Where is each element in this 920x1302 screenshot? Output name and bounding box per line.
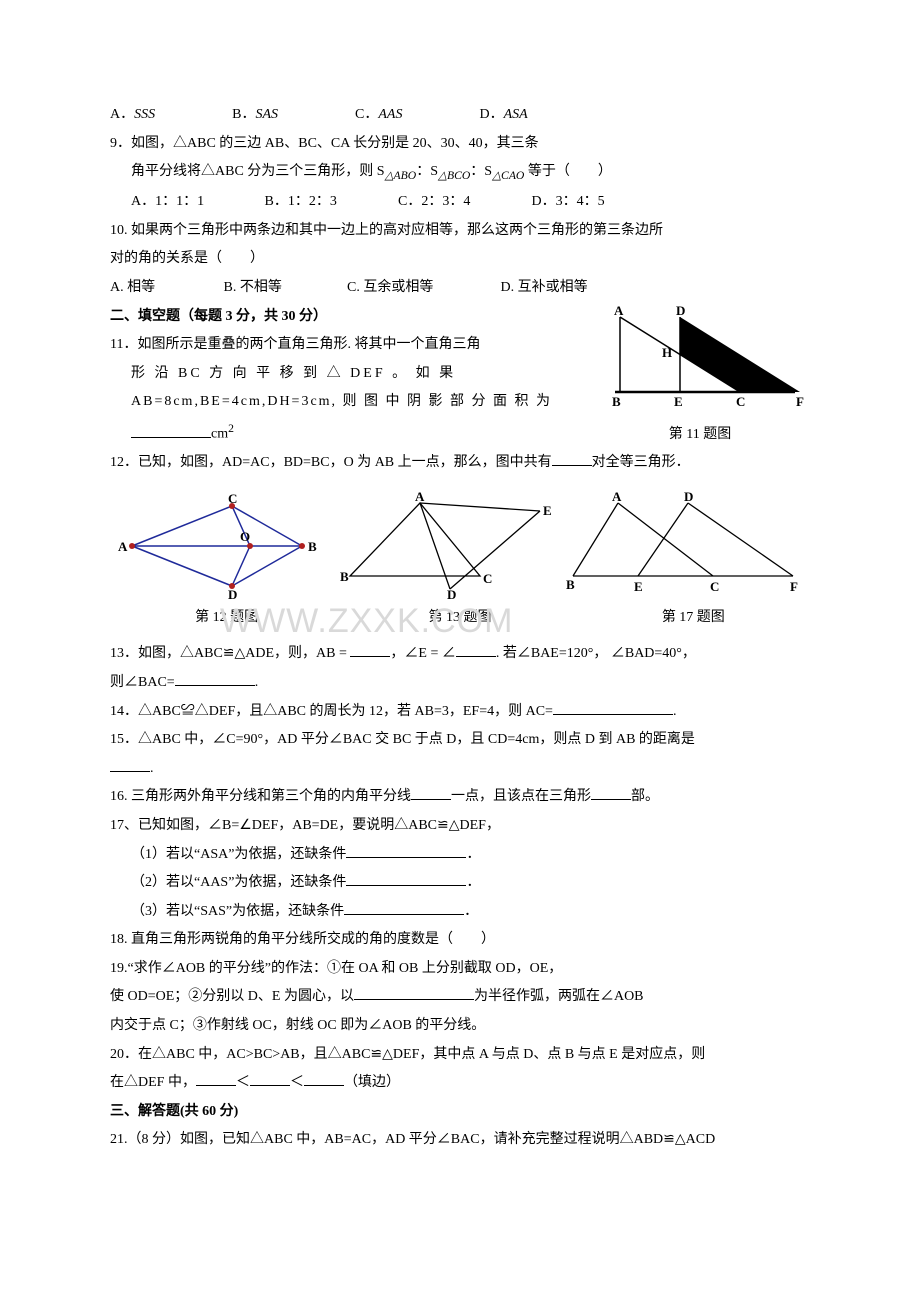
- q14: 14．△ABC≌△DEF，且△ABC 的周长为 12，若 AB=3，EF=4，则…: [110, 699, 810, 726]
- section3-heading: 三、解答题(共 60 分): [110, 1099, 810, 1126]
- svg-text:B: B: [612, 394, 621, 409]
- q17-figure: A D B E C F: [558, 491, 808, 601]
- svg-text:O: O: [240, 529, 250, 544]
- q9-opt-b: B．1：2：3: [265, 189, 395, 216]
- q9-opt-a: A．1：1：1: [131, 189, 261, 216]
- svg-text:D: D: [447, 587, 456, 601]
- q19-l3: 内交于点 C；③作射线 OC，射线 OC 即为∠AOB 的平分线。: [110, 1013, 810, 1040]
- svg-text:A: A: [612, 491, 622, 504]
- figures-caption-row: 第 12 题图 第 13 题图 第 17 题图: [110, 605, 810, 632]
- svg-text:E: E: [634, 579, 643, 594]
- svg-text:D: D: [676, 303, 685, 318]
- q10-opt-d: D. 互补或相等: [501, 275, 641, 302]
- q18: 18. 直角三角形两锐角的角平分线所交成的角的度数是（ ）: [110, 927, 810, 954]
- q13-l2: 则∠BAC=.: [110, 670, 810, 697]
- svg-text:A: A: [118, 539, 128, 554]
- figures-row: A B C D O A B C D E A D B E C: [110, 491, 810, 601]
- svg-text:F: F: [790, 579, 798, 594]
- q15: 15．△ABC 中，∠C=90°，AD 平分∠BAC 交 BC 于点 D，且 C…: [110, 727, 810, 754]
- q10-options: A. 相等 B. 不相等 C. 互余或相等 D. 互补或相等: [110, 275, 810, 302]
- svg-text:H: H: [662, 345, 672, 360]
- figures-row-wrap: A B C D O A B C D E A D B E C: [110, 491, 810, 632]
- q13-caption: 第 13 题图: [345, 605, 575, 632]
- q11-figure: A D H B E C F: [590, 302, 810, 412]
- svg-text:C: C: [228, 491, 237, 506]
- q9-opt-c: C．2：3：4: [398, 189, 528, 216]
- q11-caption: 第 11 题图: [590, 422, 810, 449]
- q11-block: A D H B E C F 第 11 题图 二、填空题（每题 3 分，共 30 …: [110, 304, 810, 449]
- q9-line1: 9．如图，△ABC 的三边 AB、BC、CA 长分别是 20、30、40，其三条: [110, 131, 810, 158]
- q19-l2: 使 OD=OE；②分别以 D、E 为圆心，以为半径作弧，两弧在∠AOB: [110, 984, 810, 1011]
- svg-text:C: C: [483, 571, 492, 586]
- q13-figure: A B C D E: [325, 491, 555, 601]
- q20-l1: 20．在△ABC 中，AC>BC>AB，且△ABC≌△DEF，其中点 A 与点 …: [110, 1042, 810, 1069]
- svg-text:B: B: [308, 539, 317, 554]
- q19-l1: 19.“求作∠AOB 的平分线”的作法：①在 OA 和 OB 上分别截取 OD，…: [110, 956, 810, 983]
- svg-text:E: E: [674, 394, 683, 409]
- svg-text:A: A: [614, 303, 624, 318]
- q17-caption: 第 17 题图: [578, 605, 808, 632]
- q10-opt-b: B. 不相等: [224, 275, 344, 302]
- q8-opt-c: C．AAS: [355, 102, 402, 129]
- q12-caption: 第 12 题图: [112, 605, 342, 632]
- q10-line2: 对的角的关系是（ ）: [110, 246, 810, 273]
- q15b: .: [110, 756, 810, 783]
- q9-options: A．1：1：1 B．1：2：3 C．2：3：4 D．3：4：5: [110, 189, 810, 216]
- q8-options: A．SSS B．SAS C．AAS D．ASA: [110, 102, 810, 129]
- q20-l2: 在△DEF 中，＜＜（填边）: [110, 1070, 810, 1097]
- svg-text:E: E: [543, 503, 552, 518]
- q8-opt-a: A．SSS: [110, 102, 155, 129]
- q17-s1: （1）若以“ASA”为依据，还缺条件．: [110, 842, 810, 869]
- q9-opt-d: D．3：4：5: [532, 189, 652, 216]
- svg-text:B: B: [340, 569, 349, 584]
- q17-s2: （2）若以“AAS”为依据，还缺条件．: [110, 870, 810, 897]
- q10-line1: 10. 如果两个三角形中两条边和其中一边上的高对应相等，那么这两个三角形的第三条…: [110, 218, 810, 245]
- q9-line2: 角平分线将△ABC 分为三个三角形，则 S△ABO：S△BCO：S△CAO 等于…: [110, 159, 810, 187]
- q10-opt-c: C. 互余或相等: [347, 275, 497, 302]
- svg-text:C: C: [710, 579, 719, 594]
- q8-opt-b: B．SAS: [232, 102, 278, 129]
- q17-l1: 17、已知如图，∠B=∠DEF，AB=DE，要说明△ABC≌△DEF，: [110, 813, 810, 840]
- q8-opt-d: D．ASA: [479, 102, 527, 129]
- svg-text:C: C: [736, 394, 745, 409]
- svg-text:D: D: [684, 491, 693, 504]
- svg-text:F: F: [796, 394, 804, 409]
- svg-text:B: B: [566, 577, 575, 592]
- q13-l1: 13．如图，△ABC≌△ADE，则，AB = ，∠E = ∠. 若∠BAE=12…: [110, 641, 810, 668]
- q16: 16. 三角形两外角平分线和第三个角的内角平分线一点，且该点在三角形部。: [110, 784, 810, 811]
- q17-s3: （3）若以“SAS”为依据，还缺条件．: [110, 899, 810, 926]
- svg-text:A: A: [415, 491, 425, 504]
- q12: 12．已知，如图，AD=AC，BD=BC，O 为 AB 上一点，那么，图中共有对…: [110, 450, 810, 477]
- svg-text:D: D: [228, 587, 237, 601]
- q10-opt-a: A. 相等: [110, 275, 220, 302]
- q12-figure: A B C D O: [112, 491, 322, 601]
- q21: 21.（8 分）如图，已知△ABC 中，AB=AC，AD 平分∠BAC，请补充完…: [110, 1127, 810, 1154]
